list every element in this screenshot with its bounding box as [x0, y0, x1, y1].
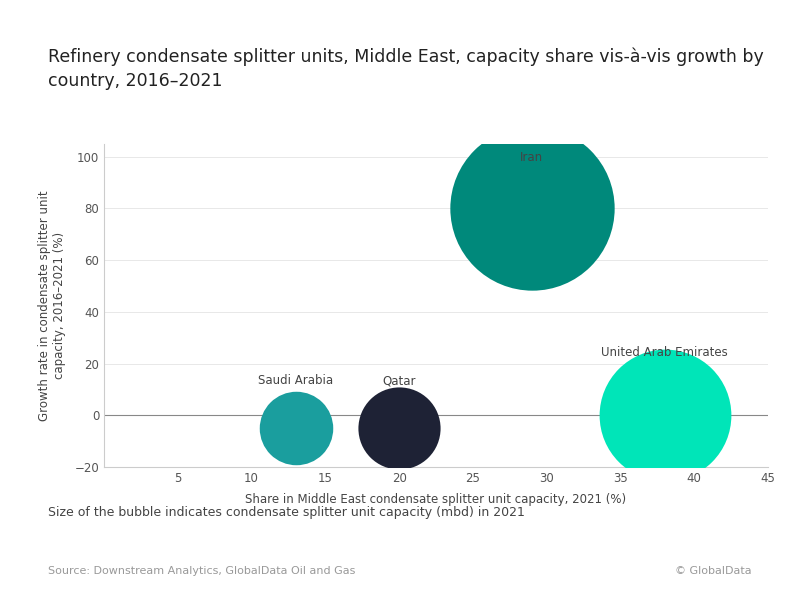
Text: Size of the bubble indicates condensate splitter unit capacity (mbd) in 2021: Size of the bubble indicates condensate …: [48, 506, 525, 519]
Text: Refinery condensate splitter units, Middle East, capacity share vis-à-vis growth: Refinery condensate splitter units, Midd…: [48, 48, 764, 90]
Text: Saudi Arabia: Saudi Arabia: [258, 374, 334, 387]
Point: [393, 423, 406, 433]
Point: [526, 204, 538, 213]
Text: Iran: Iran: [520, 152, 543, 165]
X-axis label: Share in Middle East condensate splitter unit capacity, 2021 (%): Share in Middle East condensate splitter…: [246, 494, 626, 506]
Text: United Arab Emirates: United Arab Emirates: [602, 346, 728, 359]
Y-axis label: Growth rate in condensate splitter unit
capacity, 2016–2021 (%): Growth rate in condensate splitter unit …: [38, 190, 66, 421]
Text: © GlobalData: © GlobalData: [675, 566, 752, 576]
Text: Source: Downstream Analytics, GlobalData Oil and Gas: Source: Downstream Analytics, GlobalData…: [48, 566, 355, 576]
Point: [658, 411, 671, 420]
Point: [290, 423, 302, 433]
Text: Qatar: Qatar: [382, 374, 416, 387]
